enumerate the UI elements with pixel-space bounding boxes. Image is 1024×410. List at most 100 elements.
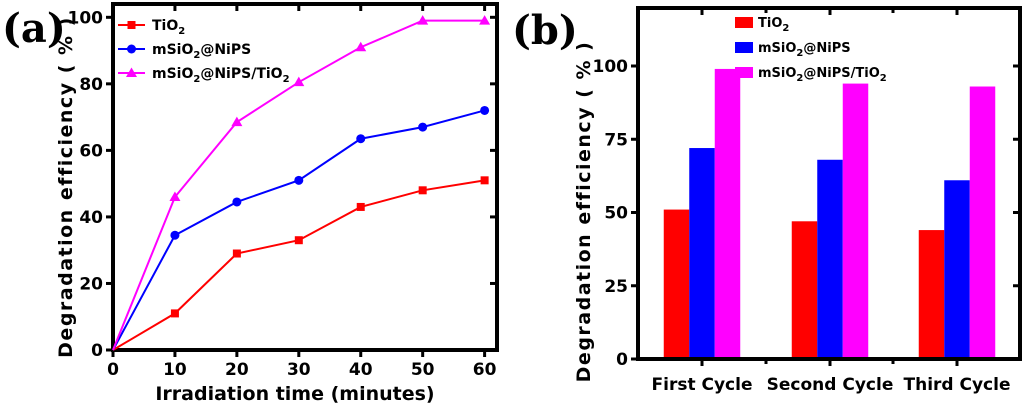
legend-label-sub: 2 [796, 48, 803, 59]
y-tick-label: 75 [604, 130, 628, 150]
legend-swatch [735, 17, 753, 28]
bar [817, 159, 843, 359]
panel-a-label: (a) [2, 5, 66, 52]
y-tick-label: 20 [79, 274, 103, 294]
legend-label-tail: @NiPS/TiO [803, 66, 879, 81]
data-point [232, 197, 242, 207]
data-point [169, 191, 181, 201]
legend-label-sub2: 2 [283, 74, 290, 85]
category-label: Third Cycle [904, 375, 1011, 395]
panel-b-y-ticks: 0 25 50 75 100 [593, 57, 1020, 370]
legend-label: mSiO2@NiPS [758, 41, 851, 59]
bar [918, 230, 945, 359]
legend-label: TiO2 [152, 18, 185, 37]
y-tick-label: 50 [604, 204, 628, 224]
x-tick-label: 0 [107, 360, 119, 380]
legend-marker [127, 44, 136, 54]
data-point [170, 309, 179, 318]
bar-group [663, 68, 741, 360]
data-point [170, 230, 180, 240]
legend-marker [126, 67, 137, 77]
bar [791, 221, 818, 359]
y-tick-label: 60 [79, 141, 103, 161]
panel-b-label: (b) [512, 7, 578, 54]
series-TiO2 [112, 176, 489, 351]
data-point [356, 202, 365, 211]
data-point [479, 15, 491, 25]
bar [663, 209, 690, 359]
legend-label-tail: @NiPS/TiO [200, 66, 282, 82]
y-tick-label: 100 [593, 57, 629, 77]
bar-group [791, 83, 869, 359]
panel-b-bar-chart: (b) First Cycle Second Cycle Third Cycle 0… [512, 6, 1022, 395]
legend-label-main: TiO [152, 18, 178, 34]
legend-label: mSiO2@NiPS/TiO2 [758, 66, 887, 84]
legend-item: mSiO2@NiPS/TiO2 [735, 66, 887, 84]
legend-label: mSiO2@NiPS/TiO2 [152, 66, 290, 85]
legend-label: TiO2 [758, 16, 789, 34]
x-tick-label: 30 [287, 360, 311, 380]
x-tick-label: 50 [411, 360, 435, 380]
panel-a-series [112, 15, 491, 351]
legend-swatch [735, 42, 753, 53]
legend-label-sub: 2 [782, 23, 789, 34]
data-point [417, 15, 429, 25]
legend-label-sub: 2 [193, 50, 200, 61]
legend-item: TiO2 [735, 16, 789, 34]
data-point [356, 134, 366, 144]
panel-b-x-ticks: First Cycle Second Cycle Third Cycle [652, 8, 1011, 395]
y-tick-label: 25 [604, 277, 628, 297]
panel-a-y-ticks: 0 20 40 60 80 100 [68, 8, 497, 361]
bar [714, 68, 741, 360]
data-point [293, 76, 305, 87]
legend-label: mSiO2@NiPS [152, 42, 251, 61]
series-mSiO2@NiPS/TiO2 [112, 15, 491, 351]
x-tick-label: 40 [349, 360, 373, 380]
legend-item: mSiO2@NiPS [118, 42, 251, 61]
bar [944, 180, 970, 359]
x-tick-label: 20 [225, 360, 249, 380]
bar [842, 83, 869, 359]
data-point [231, 116, 243, 127]
bar-group [918, 86, 996, 359]
data-point [418, 186, 427, 195]
data-point [232, 249, 241, 258]
series-line [112, 179, 485, 351]
x-tick-label: 10 [163, 360, 187, 380]
y-tick-label: 40 [79, 208, 103, 228]
legend-label-tail: @NiPS [803, 41, 850, 56]
bar [969, 86, 996, 359]
legend-label-sub: 2 [178, 26, 185, 37]
legend-label-main: mSiO [152, 66, 193, 82]
data-point [294, 236, 303, 245]
series-mSiO2@NiPS [112, 105, 490, 351]
data-point [355, 41, 367, 52]
data-point [480, 105, 490, 115]
x-tick-label: 60 [473, 360, 497, 380]
series-line [112, 109, 485, 351]
panel-a-plot-frame [111, 2, 499, 352]
panel-b-y-axis-title: Degradation efficiency ( % ) [573, 41, 595, 383]
y-tick-label: 80 [79, 75, 103, 95]
data-point [480, 176, 489, 185]
legend-marker [127, 21, 136, 29]
legend-label-main: mSiO [758, 41, 796, 56]
legend-label-main: TiO [758, 16, 782, 31]
panel-a-x-ticks: 0 10 20 30 40 50 60 [107, 4, 497, 380]
data-point [294, 175, 304, 185]
y-tick-label: 0 [616, 350, 628, 370]
legend-label-main: mSiO [152, 42, 193, 58]
legend-item: TiO2 [118, 18, 185, 37]
legend-label-main: mSiO [758, 66, 796, 81]
panel-a-line-chart: (a) 0 10 20 30 40 50 60 0 20 40 60 80 100 Irradiati… [2, 2, 499, 405]
panel-b-bars [663, 68, 996, 360]
panel-a-x-axis-title: Irradiation time (minutes) [155, 383, 434, 405]
data-point [418, 122, 428, 132]
legend-label-tail: @NiPS [200, 42, 251, 58]
bar [689, 148, 715, 359]
legend-item: mSiO2@NiPS [735, 41, 851, 59]
legend-label-sub: 2 [193, 74, 200, 85]
legend-item: mSiO2@NiPS/TiO2 [118, 66, 290, 85]
